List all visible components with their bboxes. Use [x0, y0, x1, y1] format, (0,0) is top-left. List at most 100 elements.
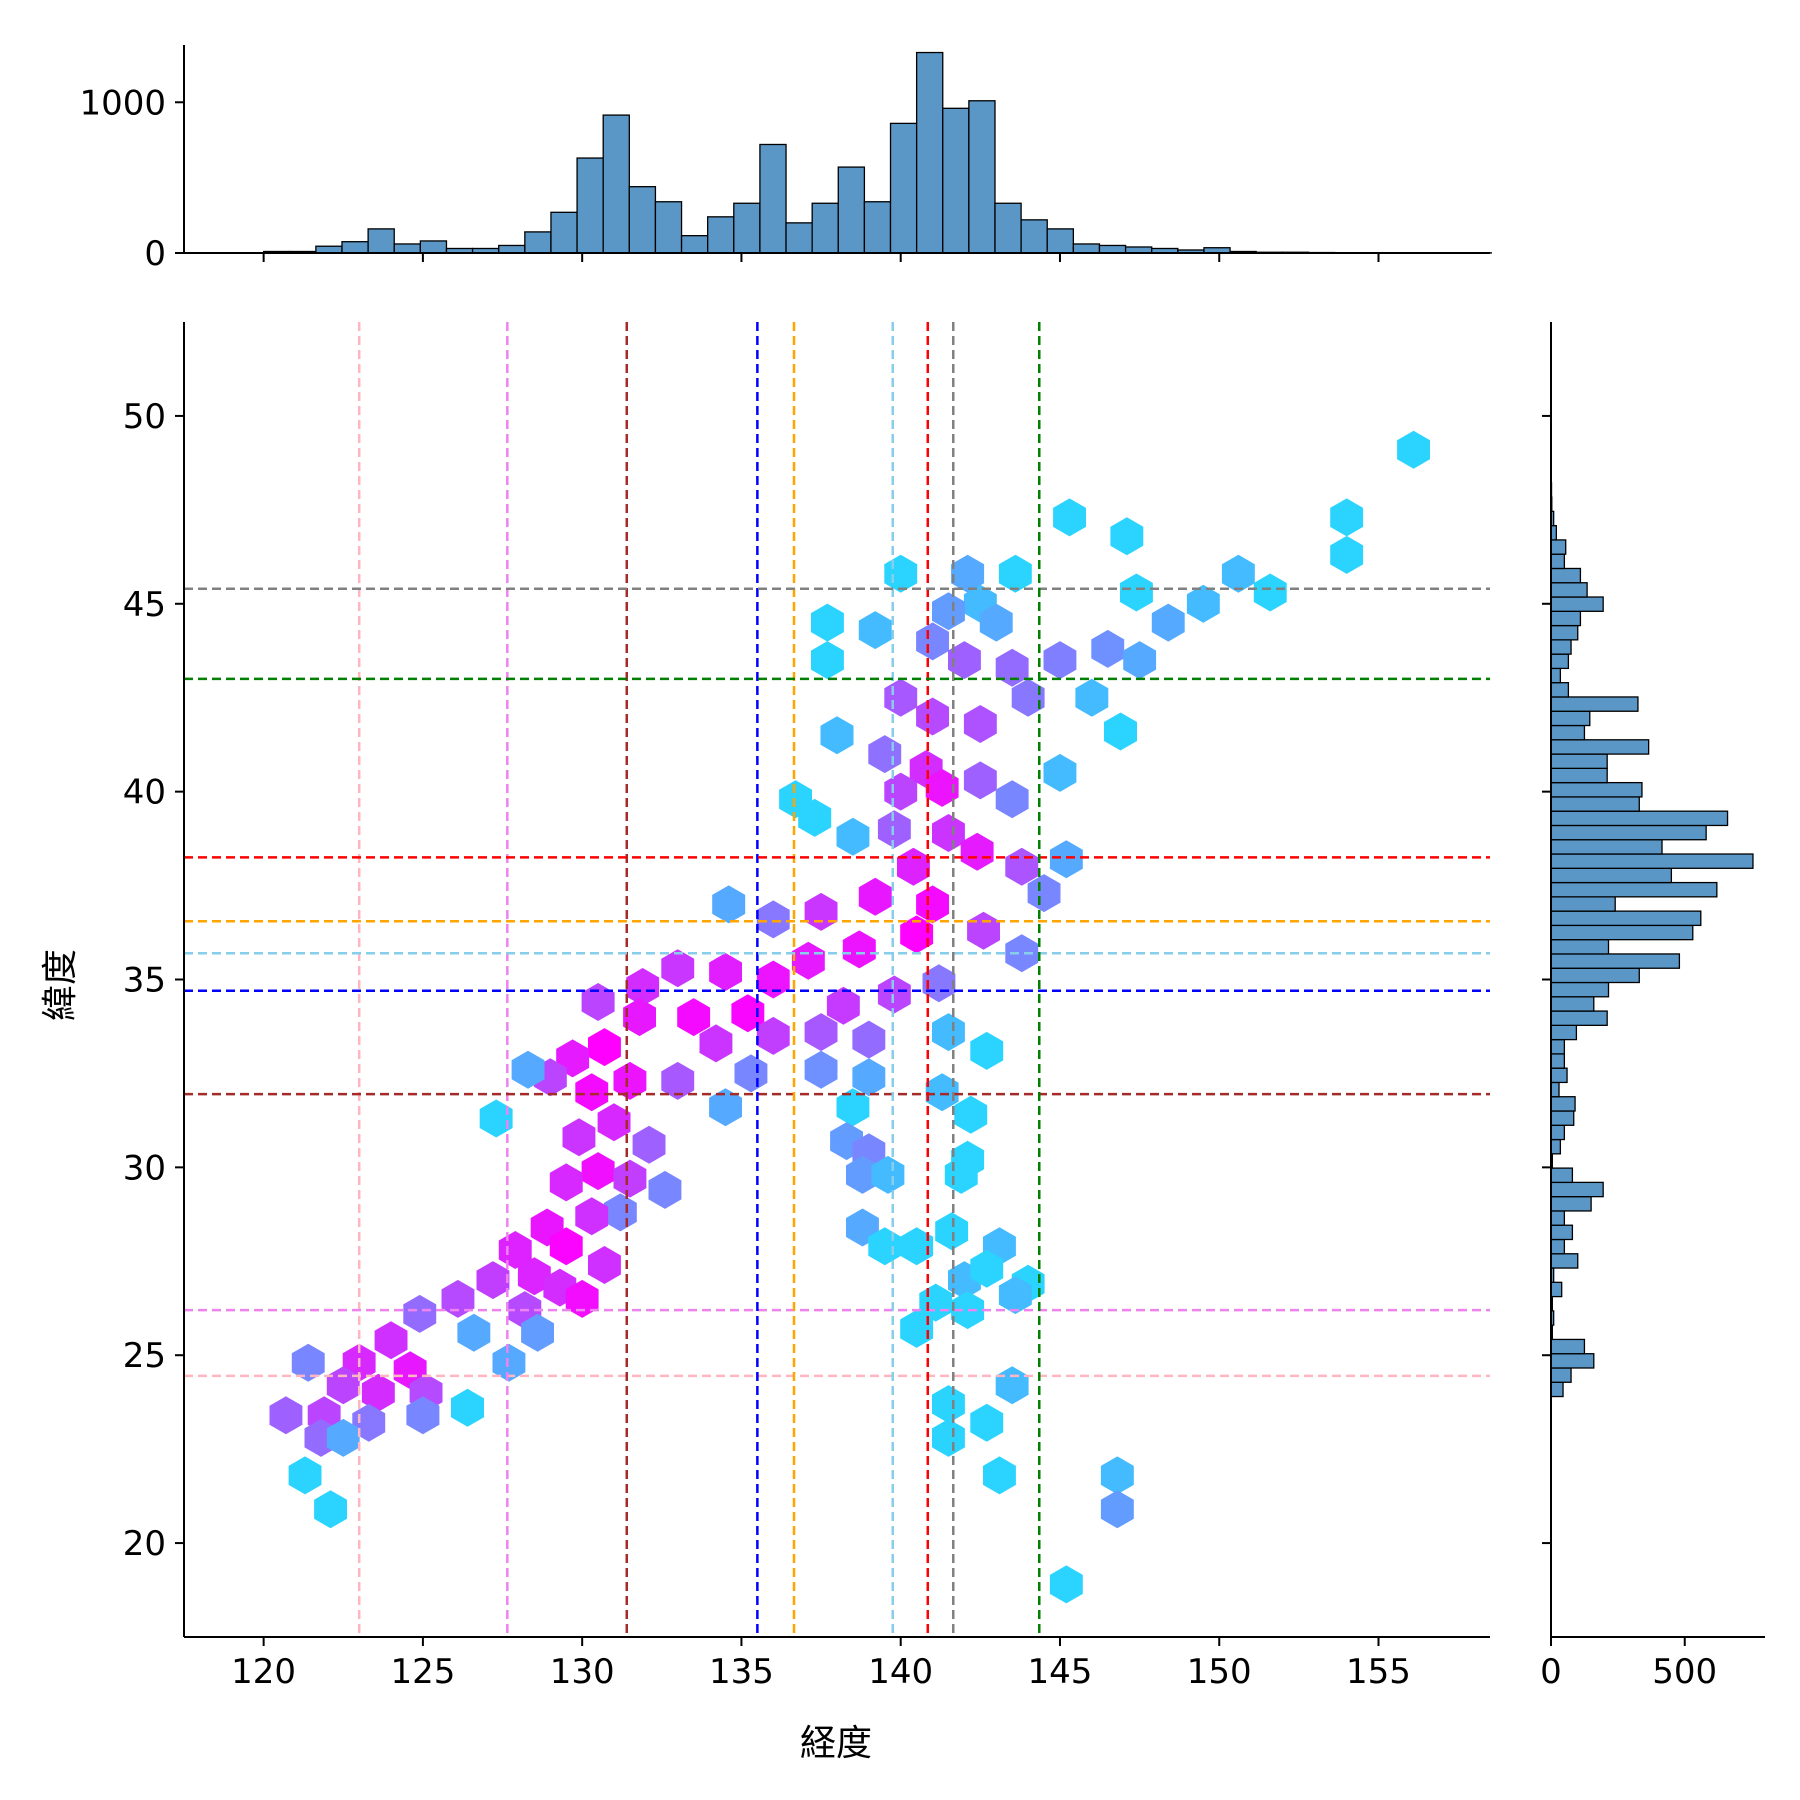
hexbin-151 [995, 1366, 1029, 1405]
right-hist-bar-19 [1550, 1110, 1575, 1126]
hexbin-83 [661, 1061, 695, 1100]
hexbin-1 [1053, 498, 1086, 537]
hexbin-26 [811, 641, 844, 680]
right-hist-bar-10 [1550, 1238, 1566, 1255]
hexbin-78 [613, 1061, 647, 1100]
right-hist-bar-17 [1550, 1138, 1562, 1155]
right-hist-bar-38 [1550, 839, 1663, 855]
right-hist-bar-28 [1550, 981, 1610, 998]
hexbin-45 [1005, 847, 1039, 886]
hexbin-30 [820, 716, 854, 755]
y-tick-label-0: 20 [123, 1524, 166, 1564]
top-hist-bar-18 [733, 202, 761, 254]
hexbin-152 [983, 1456, 1016, 1495]
right-hist-bar-20 [1550, 1096, 1576, 1112]
x-tick-label-3: 135 [709, 1652, 774, 1692]
hexbin-109 [588, 1246, 621, 1284]
hexbin-84 [709, 1088, 742, 1127]
hexbin-132 [374, 1321, 408, 1360]
hexbin-149 [932, 1418, 965, 1457]
hexbin-60 [709, 953, 742, 991]
hexbin-93 [581, 1152, 615, 1191]
right-hist-bar-54 [1550, 610, 1582, 627]
x-tick-label-0: 120 [231, 1652, 296, 1692]
hexbin-129 [998, 1276, 1032, 1315]
hexbin-136 [361, 1373, 395, 1412]
hexbin-38 [1104, 712, 1137, 751]
hexbin-11 [932, 592, 965, 631]
hexbin-43 [932, 814, 965, 852]
top-hist-bar-10 [524, 231, 552, 254]
right-hist-bar-2 [1550, 1353, 1595, 1369]
hexbin-37 [1043, 753, 1077, 792]
top-hist-bar-2 [315, 245, 343, 254]
x-tick-label-7: 155 [1346, 1652, 1411, 1692]
top-hist-bar-15 [654, 201, 683, 254]
right-hist-bar-11 [1550, 1224, 1574, 1241]
hexbin-146 [288, 1456, 322, 1495]
hexbin-150 [970, 1403, 1004, 1442]
hexbin-42 [877, 810, 911, 849]
hexbin-49 [858, 877, 892, 916]
right-hist-bar-21 [1550, 1081, 1560, 1098]
hexbin-66 [581, 983, 615, 1021]
hexbin-41 [836, 817, 870, 856]
hexbin-5 [884, 554, 918, 593]
hexbin-8 [1221, 554, 1255, 593]
hexbin-141 [352, 1403, 386, 1442]
right-hist-bar-35 [1550, 881, 1718, 898]
right-hist-bar-13 [1550, 1196, 1592, 1212]
top-hist-bar-27 [968, 100, 996, 254]
x-tick-label-4: 140 [868, 1652, 933, 1692]
hexbin-79 [575, 1073, 609, 1112]
right-histogram [1550, 467, 1754, 1398]
hexbin-91 [562, 1118, 596, 1157]
right-hist-bar-50 [1550, 667, 1562, 684]
top-hist-bar-25 [915, 51, 944, 254]
right-hist-x-tick-label-1: 500 [1652, 1652, 1717, 1692]
hexbin-3 [1330, 498, 1364, 537]
y-tick-label-4: 40 [123, 773, 166, 813]
hexbin-127 [970, 1249, 1004, 1288]
top-hist-bar-31 [1072, 243, 1101, 254]
hexbin-19 [995, 648, 1029, 687]
hexbin-17 [916, 622, 949, 661]
hexbin-155 [1049, 1565, 1083, 1604]
hexbin-94 [549, 1163, 583, 1202]
hexbin-57 [1005, 934, 1039, 973]
hexbin-44 [960, 832, 994, 871]
hexbin-33 [925, 768, 959, 807]
hexbin-61 [661, 949, 695, 988]
hexbin-46 [1027, 874, 1061, 913]
hexbin-74 [932, 1013, 965, 1052]
hexbin-31 [868, 735, 902, 774]
right-hist-bar-14 [1550, 1181, 1604, 1198]
hexbin-68 [877, 975, 911, 1014]
right-hist-bar-58 [1550, 553, 1566, 570]
top-hist-bar-20 [785, 222, 813, 254]
top-hist-bar-32 [1098, 244, 1127, 254]
hexbin-115 [441, 1279, 475, 1318]
right-hist-bar-55 [1550, 596, 1604, 612]
hexbin-95 [613, 1159, 647, 1198]
top-hist-bar-29 [1020, 219, 1048, 254]
top-hist-bar-30 [1046, 228, 1075, 254]
top-hist-bar-11 [550, 211, 578, 254]
hexbin-145 [451, 1388, 484, 1427]
hexbin-20 [1043, 641, 1077, 680]
hexbin-138 [291, 1343, 325, 1382]
top-hist-bar-23 [863, 201, 892, 254]
right-hist-bar-34 [1550, 896, 1616, 912]
hexbin-54 [900, 915, 934, 954]
hexbin-82 [734, 1054, 768, 1093]
right-hist-bar-9 [1550, 1253, 1579, 1269]
hexbin-16 [858, 611, 892, 650]
hexbin-96 [648, 1170, 682, 1209]
hexbin-135 [326, 1366, 360, 1405]
hexbin-148 [932, 1385, 965, 1424]
hexbin-2 [1110, 517, 1144, 556]
right-hist-bar-45 [1550, 739, 1650, 755]
top-hist-bar-19 [759, 143, 787, 254]
hexbin-144 [326, 1418, 360, 1457]
hexbin-98 [603, 1193, 637, 1232]
